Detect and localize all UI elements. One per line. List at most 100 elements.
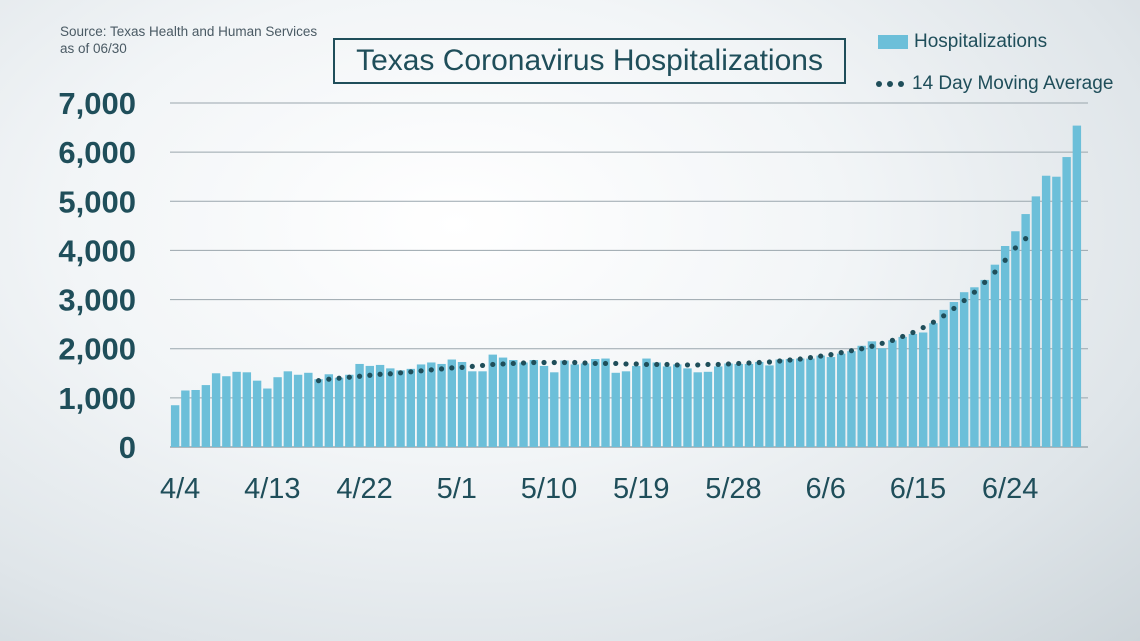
x-tick-label: 5/10 (521, 473, 577, 505)
bar (539, 365, 549, 447)
moving-average-point (848, 348, 855, 354)
y-tick-label: 2,000 (58, 332, 136, 367)
moving-average-point (951, 305, 957, 312)
moving-average-point (992, 269, 998, 275)
moving-average-point (561, 359, 568, 366)
moving-average-point (510, 360, 516, 367)
legend-dots-swatch (876, 81, 904, 87)
moving-average-point (766, 359, 773, 365)
moving-average-point (818, 353, 824, 359)
moving-average-point (449, 365, 455, 371)
bar (252, 380, 262, 447)
moving-average-point (920, 324, 926, 331)
bar (447, 359, 456, 447)
moving-average-point (807, 354, 814, 361)
moving-average-point (746, 360, 752, 366)
bar (273, 377, 282, 447)
bar (744, 363, 754, 447)
bar (888, 340, 897, 447)
x-tick-label: 6/15 (890, 473, 946, 505)
bar (765, 365, 774, 447)
bar (437, 363, 446, 447)
bar (642, 358, 651, 447)
moving-average-point (930, 319, 937, 325)
moving-average-point (879, 340, 885, 346)
bar (375, 364, 385, 447)
moving-average-point (797, 356, 803, 362)
y-tick-label: 3,000 (58, 283, 136, 318)
moving-average-point (756, 359, 762, 366)
y-tick-label: 5,000 (58, 184, 136, 219)
bar (509, 360, 518, 447)
moving-average-point (479, 362, 486, 369)
moving-average-point (695, 362, 701, 368)
bar (1041, 175, 1051, 447)
legend-hospitalizations-label: Hospitalizations (914, 31, 1048, 52)
moving-average-point (592, 360, 598, 367)
bar (324, 374, 334, 447)
moving-average-point (397, 370, 404, 376)
bar (591, 359, 600, 447)
bar (662, 366, 672, 447)
moving-average-point (520, 360, 527, 366)
bar (806, 358, 815, 447)
x-tick-label: 4/13 (244, 473, 300, 505)
moving-average-point (736, 360, 742, 367)
source-note: Source: Texas Health and Human Services … (60, 23, 317, 57)
moving-average-point (725, 361, 732, 367)
moving-average-point (408, 369, 414, 375)
bar (222, 376, 231, 447)
bar (560, 360, 569, 447)
bar (826, 357, 836, 447)
bar (529, 360, 538, 447)
bar (652, 362, 661, 447)
moving-average-point (705, 361, 711, 368)
bar (632, 365, 641, 447)
bar (867, 341, 877, 447)
moving-average-point (541, 359, 547, 366)
bar (293, 374, 303, 447)
bar (355, 363, 364, 447)
bar (847, 351, 856, 447)
bar (611, 372, 620, 447)
bar (877, 348, 887, 447)
bar (334, 377, 344, 447)
bar (970, 287, 979, 447)
bar (550, 372, 559, 447)
moving-average-point (356, 373, 363, 379)
moving-average-point (654, 361, 660, 368)
bar (796, 358, 805, 447)
moving-average-point (643, 361, 650, 368)
moving-average-point (889, 337, 896, 343)
bar (755, 361, 764, 447)
hospitalization-bars (170, 125, 1082, 448)
moving-average-point (572, 359, 578, 366)
bar (242, 372, 252, 447)
bar (498, 357, 508, 447)
bar (457, 361, 467, 447)
chart-title: Texas Coronavirus Hospitalizations (333, 38, 846, 84)
moving-average-point (490, 361, 496, 368)
bar (427, 362, 436, 447)
bar (990, 264, 1000, 447)
bar (857, 345, 866, 447)
moving-average-point (367, 372, 373, 378)
y-tick-label: 7,000 (58, 86, 136, 121)
moving-average-point (459, 364, 465, 370)
bar (314, 379, 323, 447)
moving-average-point (602, 360, 609, 367)
bar (468, 371, 477, 447)
bar (386, 368, 395, 447)
bar (959, 292, 969, 447)
moving-average-point (869, 343, 875, 349)
moving-average-point (531, 359, 537, 366)
moving-average-point (982, 279, 988, 285)
bar (519, 362, 528, 447)
bar (734, 363, 743, 447)
moving-average-point (336, 375, 342, 381)
moving-average-point (387, 371, 393, 377)
legend-bar-swatch (878, 35, 908, 49)
bar (304, 372, 313, 447)
bar (365, 365, 375, 447)
